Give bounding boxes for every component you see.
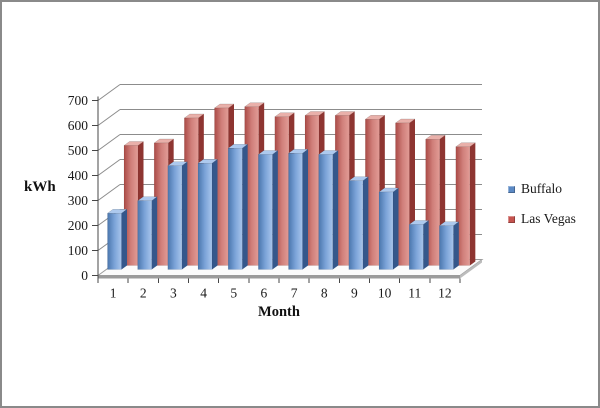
y-tick-label: 600 bbox=[68, 118, 89, 133]
x-category-label: 5 bbox=[230, 286, 237, 301]
bar-buffalo-month-2 bbox=[136, 196, 158, 270]
legend-swatch-buffalo-icon bbox=[508, 185, 515, 193]
legend-item-las-vegas: Las Vegas bbox=[508, 211, 576, 226]
bar-buffalo-month-6 bbox=[257, 150, 279, 270]
x-category-label: 8 bbox=[321, 286, 328, 301]
x-category-label: 4 bbox=[200, 286, 207, 301]
bar-buffalo-month-12 bbox=[438, 221, 460, 270]
x-category-label: 12 bbox=[438, 286, 452, 301]
legend-swatch-las-vegas-icon bbox=[508, 215, 515, 223]
legend-label-buffalo: Buffalo bbox=[521, 181, 562, 196]
y-tick-label: 700 bbox=[68, 93, 89, 108]
x-category-label: 11 bbox=[408, 286, 421, 301]
legend-label-las-vegas: Las Vegas bbox=[521, 211, 576, 226]
x-category-label: 1 bbox=[110, 286, 117, 301]
x-category-label: 10 bbox=[378, 286, 392, 301]
y-tick-label: 200 bbox=[68, 218, 89, 233]
legend-item-buffalo: Buffalo bbox=[508, 181, 576, 196]
y-tick-label: 0 bbox=[81, 268, 88, 283]
bar-buffalo-month-1 bbox=[106, 209, 128, 270]
y-tick-label: 100 bbox=[68, 243, 89, 258]
x-category-label: 6 bbox=[261, 286, 268, 301]
bar-buffalo-month-4 bbox=[197, 159, 219, 270]
y-tick-label: 400 bbox=[68, 168, 89, 183]
bar-buffalo-month-11 bbox=[408, 220, 430, 270]
x-category-label: 2 bbox=[140, 286, 147, 301]
y-tick-label: 300 bbox=[68, 193, 89, 208]
bar-buffalo-month-8 bbox=[317, 150, 339, 270]
bar-buffalo-month-10 bbox=[378, 187, 400, 270]
x-axis bbox=[97, 278, 461, 283]
y-axis bbox=[92, 96, 99, 279]
y-tick-label: 500 bbox=[68, 143, 89, 158]
x-category-label: 7 bbox=[291, 286, 298, 301]
bar-buffalo-month-7 bbox=[287, 149, 309, 270]
bar-buffalo-month-9 bbox=[348, 176, 370, 270]
bar-las-vegas-month-12 bbox=[455, 142, 477, 266]
y-axis-title: kWh bbox=[24, 179, 56, 195]
x-category-label: 3 bbox=[170, 286, 177, 301]
bar-buffalo-month-5 bbox=[227, 144, 249, 270]
x-category-label: 9 bbox=[351, 286, 358, 301]
legend: Buffalo Las Vegas bbox=[508, 181, 576, 242]
x-axis-title: Month bbox=[258, 304, 300, 320]
bar-buffalo-month-3 bbox=[167, 161, 189, 270]
bars bbox=[106, 102, 477, 270]
